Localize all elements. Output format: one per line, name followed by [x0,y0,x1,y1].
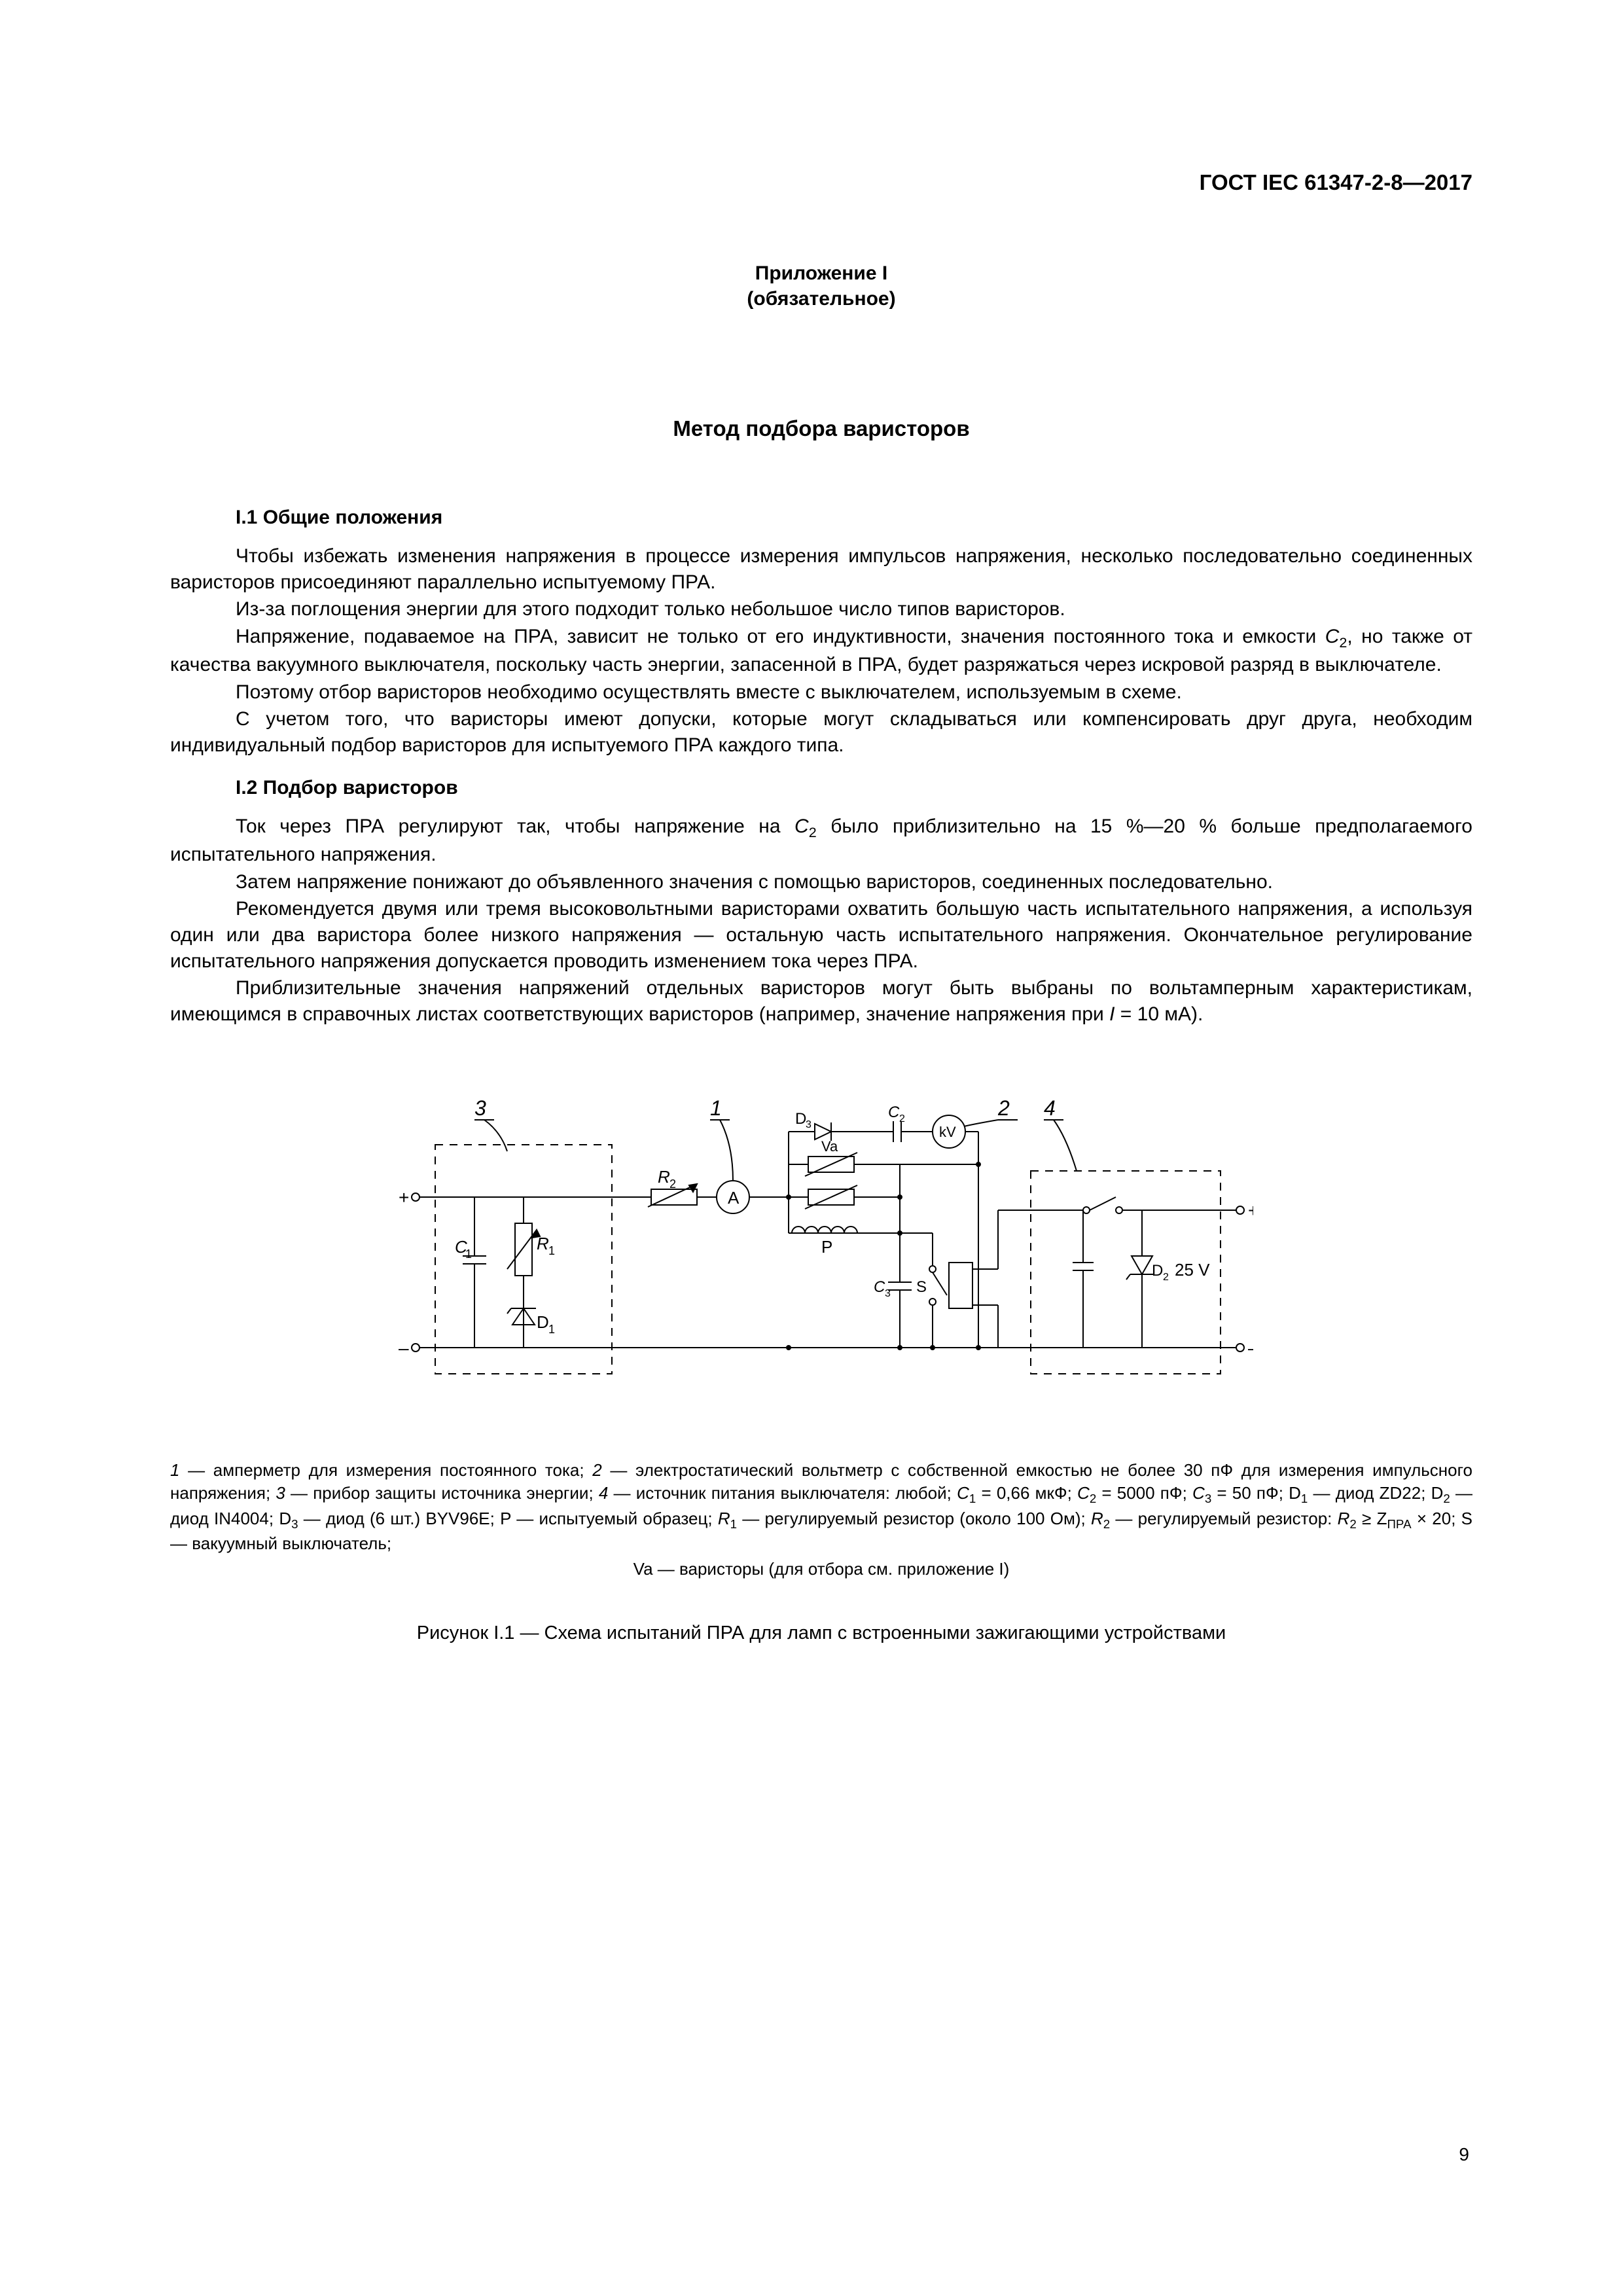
text: 4 [599,1483,608,1503]
annex-label: Приложение I [755,262,887,284]
text: ≥ Z [1357,1509,1387,1528]
paragraph: Поэтому отбор варисторов необходимо осущ… [170,679,1472,706]
figure-legend: 1 — амперметр для измерения постоянного … [170,1459,1472,1580]
label-c3: C [874,1278,885,1296]
circuit-diagram-svg: 3 + – C 1 [389,1066,1253,1433]
text: = 50 пФ; [1211,1483,1289,1503]
text: Va — варисторы (для отбора см. приложени… [170,1558,1472,1580]
paragraph: Приблизительные значения напряжений отде… [170,975,1472,1027]
text: — диод (6 шт.) BYV96E; P — испытуемый об… [298,1509,718,1528]
paragraph: Напряжение, подаваемое на ПРА, зависит н… [170,624,1472,678]
page-number: 9 [1459,2144,1469,2165]
label-va: Va [821,1138,838,1155]
text: Приблизительные значения напряжений отде… [170,977,1472,1025]
symbol: R [718,1509,730,1528]
figure-title: Рисунок I.1 — Схема испытаний ПРА для ла… [170,1623,1472,1644]
paragraph: С учетом того, что варисторы имеют допус… [170,706,1472,758]
subscript: 2 [1090,1492,1096,1505]
text: 3 [276,1483,285,1503]
label-d2: D [1152,1262,1163,1280]
marker-1: 1 [710,1096,722,1120]
label-p: P [821,1237,832,1257]
symbol: С [1325,626,1340,647]
label-c3-sub: 3 [885,1288,891,1299]
subscript: ПРА [1387,1517,1411,1531]
subscript: 2 [1103,1517,1110,1531]
marker-2: 2 [997,1096,1010,1120]
ammeter-label: A [728,1188,740,1208]
text: — регулируемый резистор (около 100 Ом); [737,1509,1091,1528]
symbol: D [279,1509,291,1528]
subscript: 1 [969,1492,976,1505]
annex-heading: Приложение I (обязательное) [170,260,1472,312]
text: = 5000 пФ; [1096,1483,1192,1503]
text: 1 [170,1460,179,1480]
marker-4: 4 [1044,1096,1056,1120]
text: Ток через ПРА регулируют так, чтобы напр… [236,816,794,837]
symbol: R [1338,1509,1350,1528]
text: = 0,66 мкФ; [976,1483,1077,1503]
subscript: 1 [730,1517,737,1531]
symbol: C [1192,1483,1205,1503]
label-d3: D [795,1110,806,1128]
paragraph: Затем напряжение понижают до объявленног… [170,869,1472,895]
label-c2: C [888,1103,900,1121]
label-25v: 25 V [1175,1260,1210,1280]
subscript: 3 [291,1517,298,1531]
paragraph: Рекомендуется двумя или тремя высоковоль… [170,896,1472,974]
symbol: С [794,816,809,837]
marker-3: 3 [474,1096,486,1120]
document-id: ГОСТ IEC 61347-2-8—2017 [170,170,1472,195]
label-c2-sub: 2 [899,1113,905,1124]
section-heading-i1: I.1 Общие положения [236,507,1472,529]
paragraph: Чтобы избежать изменения напряжения в пр… [170,543,1472,595]
minus-terminal-right: – [1248,1338,1253,1358]
page: ГОСТ IEC 61347-2-8—2017 Приложение I (об… [0,0,1623,2296]
symbol: D [1431,1483,1444,1503]
section-heading-i2: I.2 Подбор варисторов [236,777,1472,799]
subscript: 1 [1301,1492,1308,1505]
subscript: 2 [1349,1517,1356,1531]
text: Напряжение, подаваемое на ПРА, зависит н… [236,626,1325,647]
label-d1: D [537,1312,549,1332]
symbol: C [1077,1483,1090,1503]
paragraph: Из-за поглощения энергии для этого подхо… [170,596,1472,622]
symbol: C [957,1483,969,1503]
label-s: S [916,1278,927,1296]
symbol: D [1289,1483,1301,1503]
text: — прибор защиты источника энергии; [285,1483,599,1503]
page-title: Метод подбора варисторов [170,416,1472,441]
annex-kind: (обязательное) [747,288,895,310]
text: 2 [592,1460,601,1480]
label-d2-sub: 2 [1163,1272,1169,1283]
text: = 10 мА). [1115,1003,1203,1025]
subscript: 3 [1205,1492,1211,1505]
plus-terminal-right: + [1248,1200,1253,1221]
text: — источник питания выключателя: любой; [608,1483,957,1503]
text: — регулируемый резистор: [1110,1509,1337,1528]
label-c1-sub: 1 [465,1247,472,1261]
label-r1: R [537,1234,549,1253]
symbol: R [1091,1509,1103,1528]
label-d3-sub: 3 [806,1119,812,1130]
kv-meter-label: kV [939,1124,956,1140]
subscript: 2 [1339,634,1347,651]
subscript: 2 [809,824,817,840]
text: — амперметр для измерения постоянного то… [179,1460,592,1480]
minus-terminal: – [399,1338,409,1358]
plus-terminal: + [399,1187,409,1208]
label-r2-sub: 2 [669,1177,676,1191]
subscript: 2 [1443,1492,1450,1505]
paragraph: Ток через ПРА регулируют так, чтобы напр… [170,814,1472,868]
label-d1-sub: 1 [548,1323,555,1336]
figure-i1: 3 + – C 1 [170,1066,1472,1433]
text: — диод ZD22; [1308,1483,1431,1503]
label-r1-sub: 1 [548,1244,555,1257]
label-r2: R [658,1167,670,1187]
